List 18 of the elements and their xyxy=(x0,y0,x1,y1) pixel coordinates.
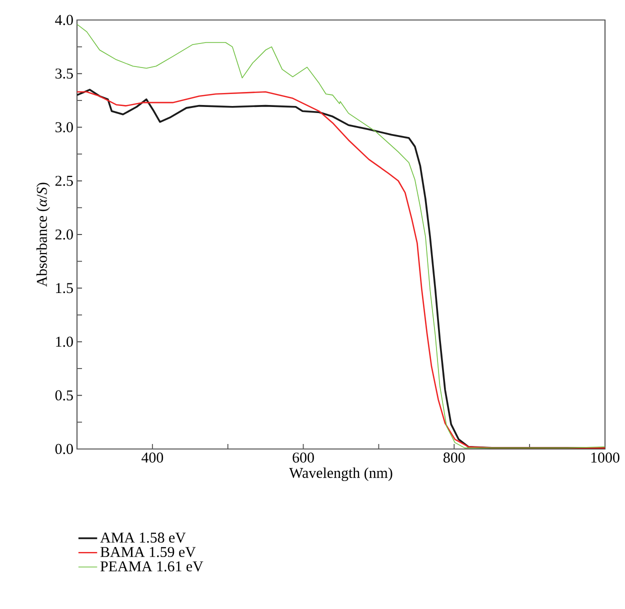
y-axis-title: Absorbance (α/S) xyxy=(36,182,50,287)
x-tick-label: 400 xyxy=(142,452,164,463)
x-tick-label: 800 xyxy=(444,452,465,463)
y-tick-label: 2.5 xyxy=(55,176,73,186)
y-tick-label: 3.0 xyxy=(56,122,73,132)
y-tick-label: 4.0 xyxy=(55,14,73,26)
legend-label: BAMA 1.59 eV xyxy=(100,546,196,558)
y-tick-label: 3.5 xyxy=(56,68,73,79)
y-tick-label: 0.5 xyxy=(55,390,73,400)
x-axis-title: Wavelength (nm) xyxy=(289,467,392,482)
legend-label: AMA 1.58 eV xyxy=(100,532,186,543)
y-tick-label: 0.0 xyxy=(55,444,73,454)
x-tick-label: 1000 xyxy=(591,452,620,463)
y-tick-label: 2.0 xyxy=(55,229,73,240)
y-tick-label: 1.0 xyxy=(56,336,73,347)
x-tick-label: 600 xyxy=(292,452,314,463)
y-tick-label: 1.5 xyxy=(56,283,73,294)
legend-label: PEAMA 1.61 eV xyxy=(100,561,204,572)
